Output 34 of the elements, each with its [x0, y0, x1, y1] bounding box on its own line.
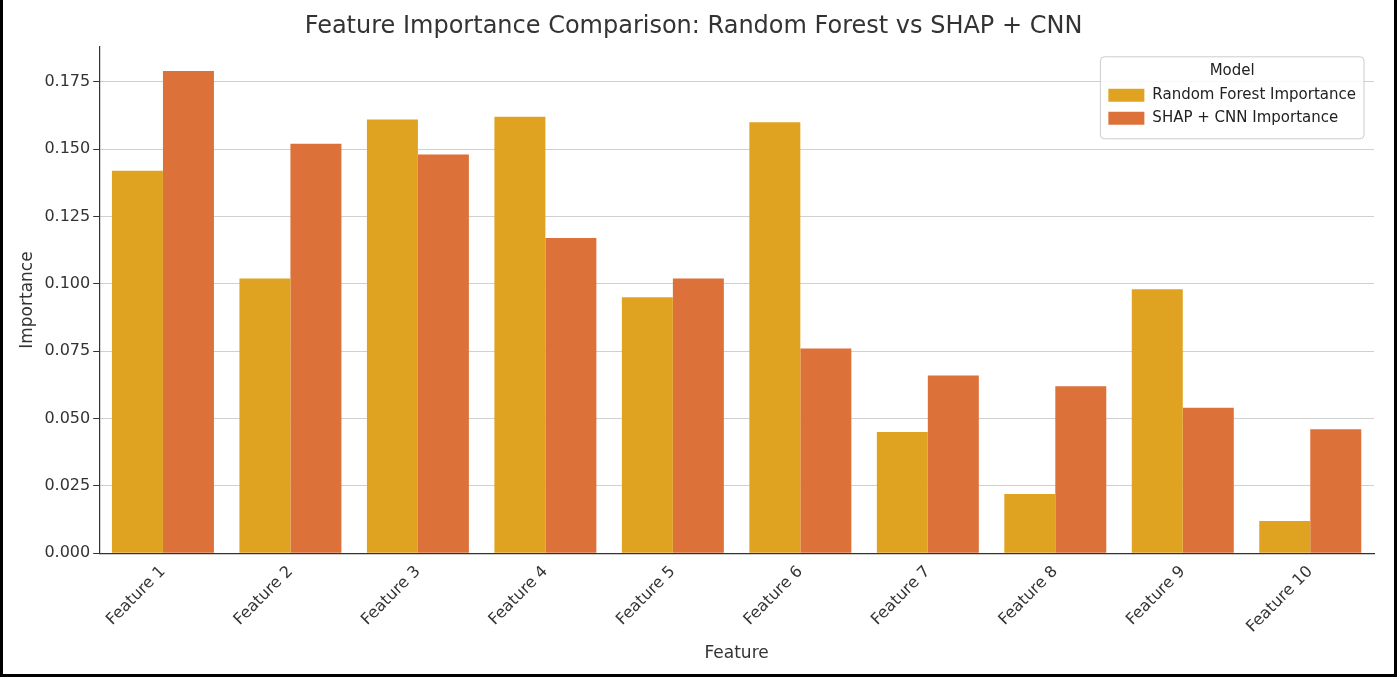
legend-title: Model [1209, 60, 1255, 79]
y-tick-label: 0.175 [44, 70, 91, 90]
bar [111, 170, 163, 553]
bar [1131, 289, 1183, 553]
legend-label: Random Forest Importance [1152, 84, 1357, 103]
bar [417, 154, 469, 553]
legend-label: SHAP + CNN Importance [1152, 107, 1339, 126]
bar [494, 116, 546, 553]
bar [366, 119, 418, 553]
bar [545, 238, 597, 553]
bar [1259, 520, 1311, 553]
y-tick-label: 0.000 [44, 542, 91, 562]
bar [1055, 386, 1107, 553]
y-tick-label: 0.050 [44, 407, 91, 427]
bar [162, 71, 214, 553]
y-tick-label: 0.075 [44, 340, 91, 360]
y-tick-label: 0.025 [44, 475, 91, 495]
bar [1004, 494, 1056, 553]
bar [1310, 429, 1362, 553]
bar [927, 375, 979, 553]
y-tick-label: 0.150 [44, 138, 91, 158]
y-tick-label: 0.100 [44, 273, 91, 293]
x-axis-title: Feature [704, 642, 769, 663]
bar [239, 278, 291, 553]
bar [1182, 407, 1234, 553]
y-axis-title: Importance [15, 251, 36, 349]
y-tick-label: 0.125 [44, 205, 91, 225]
bar [290, 143, 342, 553]
bar [800, 348, 852, 553]
chart-title: Feature Importance Comparison: Random Forest vs SHAP + CNN [304, 10, 1083, 39]
bar [749, 122, 801, 553]
bar [876, 432, 928, 553]
bar [621, 297, 673, 553]
bar [672, 278, 724, 553]
